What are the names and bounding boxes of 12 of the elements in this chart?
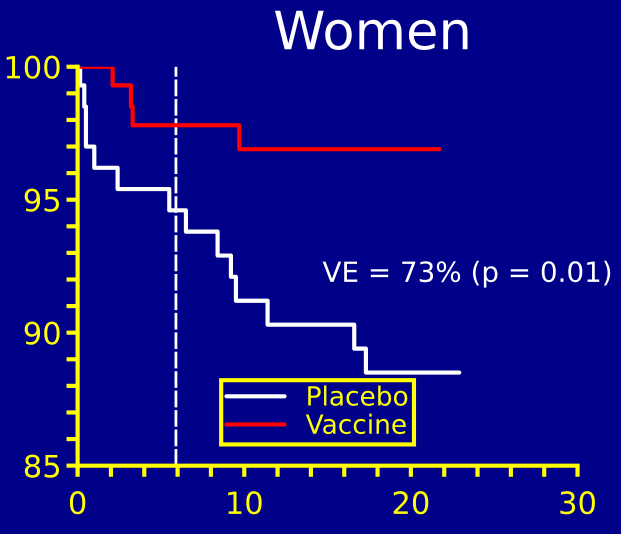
legend-label: Vaccine xyxy=(306,414,406,434)
y-tick-label: 90 xyxy=(24,322,60,345)
x-tick-label: 20 xyxy=(394,491,428,514)
x-tick-label: 0 xyxy=(70,491,86,514)
annotation: VE = 73% (p = 0.01) xyxy=(322,260,610,288)
y-tick-label: 85 xyxy=(24,454,59,478)
chart-title: Women xyxy=(275,10,468,50)
legend-label: Placebo xyxy=(308,385,408,406)
y-tick-label: 100 xyxy=(6,56,60,79)
x-tick-label: 10 xyxy=(228,491,262,514)
x-tick-label: 30 xyxy=(560,491,595,514)
y-tick-label: 95 xyxy=(24,188,59,212)
